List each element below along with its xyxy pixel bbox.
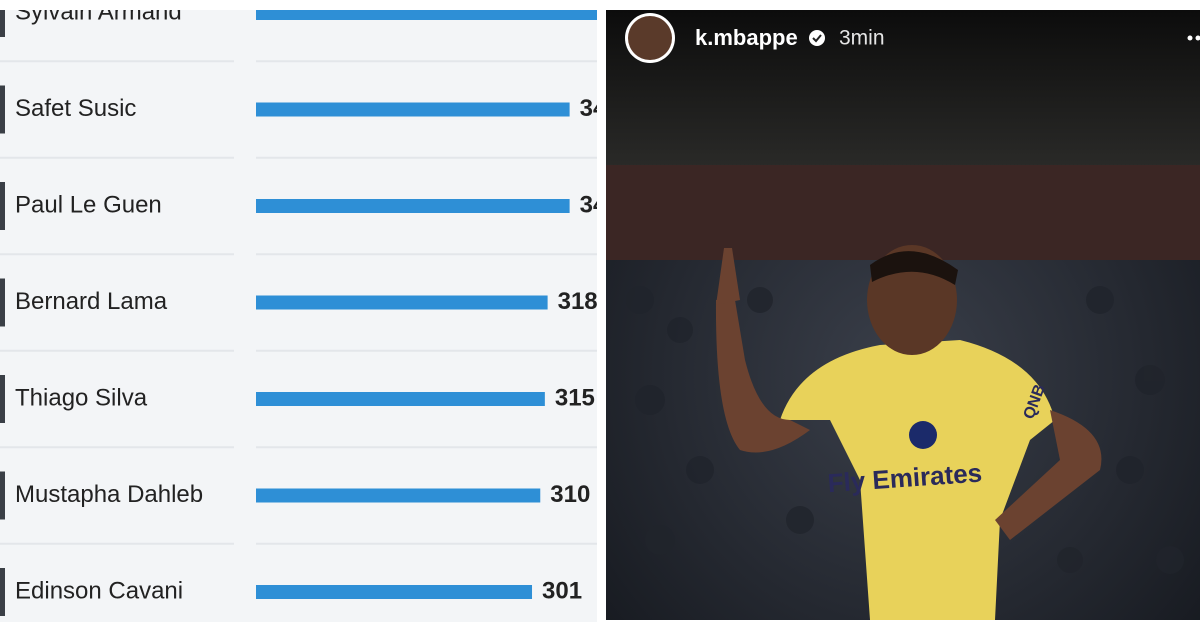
row-marker	[0, 0, 5, 37]
story-panel: Fly Emirates QNB k.mbappe 3min	[606, 10, 1200, 620]
category-label: Paul Le Guen	[15, 191, 162, 218]
category-label: Sylvain Armand	[15, 0, 182, 25]
bar	[256, 103, 570, 117]
row-marker	[0, 472, 5, 520]
category-label: Edinson Cavani	[15, 577, 183, 604]
bar	[256, 6, 604, 20]
row-marker	[0, 182, 5, 230]
row-marker	[0, 568, 5, 616]
username[interactable]: k.mbappe	[695, 25, 798, 50]
category-label: Bernard Lama	[15, 288, 168, 315]
bar	[256, 199, 570, 213]
avatar[interactable]	[628, 16, 672, 60]
value-label: 318	[558, 288, 598, 315]
verified-badge	[809, 30, 825, 46]
row-marker	[0, 375, 5, 423]
stand-wall	[606, 165, 1200, 260]
value-label: 310	[550, 481, 590, 508]
bar	[256, 585, 532, 599]
bar	[256, 296, 548, 310]
value-label: 301	[542, 577, 582, 604]
category-label: Thiago Silva	[15, 384, 148, 411]
value-label: 315	[555, 384, 595, 411]
bar	[256, 489, 540, 503]
row-marker	[0, 86, 5, 134]
category-label: Mustapha Dahleb	[15, 481, 203, 508]
bar	[256, 392, 545, 406]
category-label: Safet Susic	[15, 95, 136, 122]
story-time: 3min	[839, 27, 885, 50]
row-marker	[0, 279, 5, 327]
